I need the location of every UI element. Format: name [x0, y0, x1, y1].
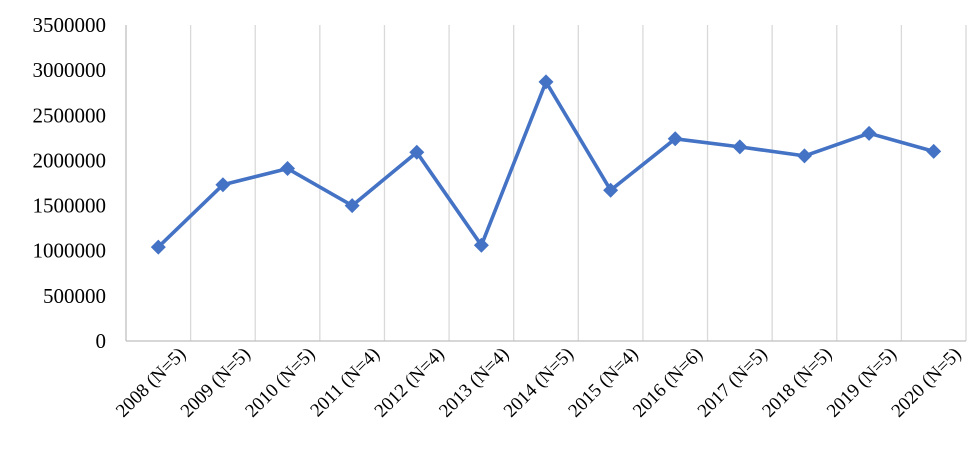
vertical-gridlines — [189, 25, 967, 341]
data-point-marker — [150, 239, 166, 255]
x-tick-label: 2008 (N=5) — [112, 344, 190, 422]
data-point-marker — [538, 74, 554, 90]
y-tick-label: 2500000 — [33, 103, 107, 127]
x-tick-label: 2012 (N=4) — [371, 344, 449, 422]
data-point-marker — [473, 237, 489, 253]
series-group — [150, 74, 942, 255]
x-tick-label: 2015 (N=4) — [564, 344, 642, 422]
data-point-marker — [861, 125, 877, 141]
y-axis-tick-labels: 0 500000 1000000 1500000 2000000 2500000 30000… — [33, 13, 107, 353]
x-tick-label: 2016 (N=6) — [629, 344, 707, 422]
data-point-marker — [409, 144, 425, 160]
x-axis-tick-labels: 2008 (N=5)2009 (N=5)2010 (N=5)2011 (N=4)… — [112, 344, 965, 422]
x-tick-label: 2013 (N=4) — [435, 344, 513, 422]
x-tick-label: 2020 (N=5) — [888, 344, 966, 422]
y-tick-label: 1000000 — [33, 239, 107, 263]
y-tick-label: 500000 — [43, 284, 106, 308]
data-point-marker — [796, 148, 812, 164]
data-point-marker — [926, 143, 942, 159]
x-tick-label: 2018 (N=5) — [758, 344, 836, 422]
x-tick-label: 2009 (N=5) — [177, 344, 255, 422]
series-line — [157, 80, 935, 249]
y-tick-label: 1500000 — [33, 194, 107, 218]
y-tick-label: 3000000 — [33, 58, 107, 82]
data-point-marker — [732, 139, 748, 155]
x-tick-label: 2019 (N=5) — [823, 344, 901, 422]
data-point-marker — [280, 161, 296, 177]
data-point-marker — [344, 198, 360, 214]
axes — [125, 25, 966, 342]
x-tick-label: 2010 (N=5) — [241, 344, 319, 422]
data-point-marker — [603, 182, 619, 198]
y-tick-label: 2000000 — [33, 148, 107, 172]
data-point-marker — [215, 177, 231, 193]
y-tick-label: 0 — [96, 329, 107, 353]
data-point-marker — [667, 131, 683, 147]
x-tick-label: 2017 (N=5) — [694, 344, 772, 422]
y-tick-label: 3500000 — [33, 13, 107, 37]
x-tick-label: 2014 (N=5) — [500, 344, 578, 422]
